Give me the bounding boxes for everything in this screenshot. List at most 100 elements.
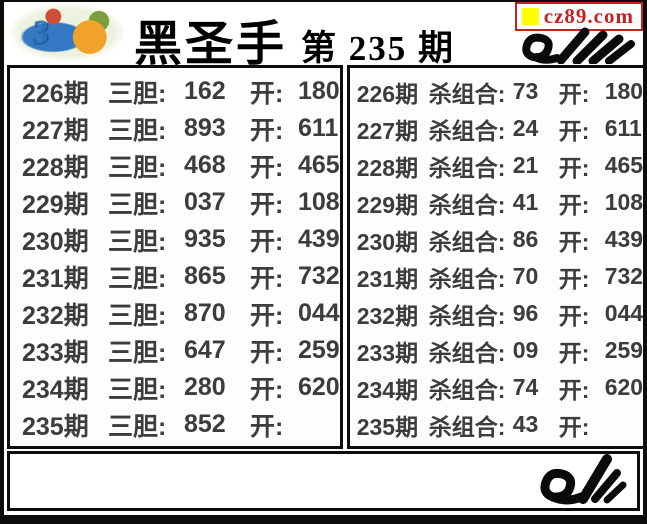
kai-value: 732 bbox=[604, 263, 644, 289]
sandan-value: 852 bbox=[184, 410, 226, 438]
table-row: 230期 杀组合: 86 开: 439 bbox=[350, 221, 643, 258]
kai-value: 108 bbox=[298, 188, 340, 216]
sandan-label: 三胆: bbox=[108, 116, 167, 145]
table-row: 234期 三胆: 280 开: 620 bbox=[10, 369, 340, 406]
sandan-label: 三胆: bbox=[108, 338, 167, 367]
shazuhe-value: 24 bbox=[512, 115, 539, 141]
period-label: 235期 bbox=[356, 413, 419, 440]
signature-icon bbox=[540, 454, 627, 505]
table-row: 226期 三胆: 162 开: 180 bbox=[10, 73, 340, 110]
kai-label: 开: bbox=[250, 79, 284, 108]
kai-label: 开: bbox=[250, 412, 284, 441]
period-label: 234期 bbox=[22, 375, 89, 404]
kai-label: 开: bbox=[250, 153, 284, 182]
table-row: 230期 三胆: 935 开: 439 bbox=[10, 221, 340, 258]
yellow-square-icon bbox=[521, 8, 539, 25]
period-label: 233期 bbox=[356, 339, 419, 366]
period-label: 232期 bbox=[356, 302, 419, 329]
shazuhe-value: 21 bbox=[512, 152, 539, 178]
kai-value: 108 bbox=[604, 189, 644, 215]
sandan-value: 647 bbox=[184, 336, 226, 364]
shazuhe-value: 70 bbox=[512, 263, 539, 289]
sandan-value: 893 bbox=[184, 114, 226, 142]
site-url: cz89.com bbox=[543, 4, 634, 28]
kai-value: 611 bbox=[298, 114, 339, 142]
period-label: 228期 bbox=[22, 153, 89, 182]
table-row: 227期 三胆: 893 开: 611 bbox=[10, 110, 340, 147]
period-label: 227期 bbox=[356, 117, 419, 144]
kai-value: 732 bbox=[298, 262, 340, 290]
kai-value: 439 bbox=[298, 225, 340, 253]
kai-value: 465 bbox=[298, 151, 340, 179]
kai-value: 620 bbox=[298, 373, 340, 401]
period-label: 226期 bbox=[22, 79, 89, 108]
period-label: 226期 bbox=[356, 80, 419, 107]
kai-label: 开: bbox=[558, 117, 590, 144]
period-label: 232期 bbox=[22, 301, 89, 330]
period-label: 227期 bbox=[22, 116, 89, 145]
kai-value: 180 bbox=[604, 78, 644, 104]
shazuhe-table: 226期 杀组合: 73 开: 180 227期 杀组合: 24 开: 611 … bbox=[346, 65, 644, 449]
sandan-value: 468 bbox=[184, 151, 226, 179]
kai-label: 开: bbox=[250, 301, 284, 330]
site-badge[interactable]: cz89.com bbox=[514, 2, 643, 31]
kai-label: 开: bbox=[558, 154, 590, 181]
period-label: 231期 bbox=[22, 264, 89, 293]
kai-value: 044 bbox=[298, 299, 340, 327]
period-label: 230期 bbox=[356, 228, 419, 255]
table-row: 235期 杀组合: 43 开: bbox=[350, 406, 643, 443]
kai-value: 180 bbox=[298, 77, 340, 105]
sandan-value: 870 bbox=[184, 299, 226, 327]
kai-label: 开: bbox=[250, 375, 284, 404]
kai-label: 开: bbox=[250, 116, 284, 145]
kai-label: 开: bbox=[558, 228, 590, 255]
shazuhe-label: 杀组合: bbox=[428, 154, 506, 181]
period-label: 231期 bbox=[356, 265, 419, 292]
kai-label: 开: bbox=[250, 338, 284, 367]
table-row: 227期 杀组合: 24 开: 611 bbox=[350, 110, 643, 147]
kai-label: 开: bbox=[558, 376, 590, 403]
sandan-value: 935 bbox=[184, 225, 226, 253]
sandan-value: 037 bbox=[184, 188, 226, 216]
table-row: 233期 三胆: 647 开: 259 bbox=[10, 332, 340, 369]
kai-value: 259 bbox=[604, 337, 644, 363]
sandan-value: 280 bbox=[184, 373, 226, 401]
table-row: 228期 杀组合: 21 开: 465 bbox=[350, 147, 643, 184]
sandan-label: 三胆: bbox=[108, 190, 167, 219]
table-row: 229期 杀组合: 41 开: 108 bbox=[350, 184, 643, 221]
kai-value: 465 bbox=[604, 152, 644, 178]
table-row: 231期 杀组合: 70 开: 732 bbox=[350, 258, 643, 295]
table-row: 232期 三胆: 870 开: 044 bbox=[10, 295, 340, 332]
shazuhe-label: 杀组合: bbox=[428, 376, 506, 403]
kai-label: 开: bbox=[558, 413, 590, 440]
kai-value: 044 bbox=[604, 300, 644, 326]
table-row: 229期 三胆: 037 开: 108 bbox=[10, 184, 340, 221]
kai-value: 439 bbox=[604, 226, 644, 252]
sandan-label: 三胆: bbox=[108, 79, 167, 108]
page-title: 黑圣手第 235 期 bbox=[134, 4, 455, 74]
table-row: 233期 杀组合: 09 开: 259 bbox=[350, 332, 643, 369]
shazuhe-value: 73 bbox=[512, 78, 539, 104]
table-row: 235期 三胆: 852 开: bbox=[10, 406, 340, 443]
sandan-label: 三胆: bbox=[108, 264, 167, 293]
table-row: 234期 杀组合: 74 开: 620 bbox=[350, 369, 643, 406]
sandan-label: 三胆: bbox=[108, 412, 167, 441]
shazuhe-label: 杀组合: bbox=[428, 191, 506, 218]
shazuhe-label: 杀组合: bbox=[428, 339, 506, 366]
period-label: 235期 bbox=[22, 412, 89, 441]
shazuhe-value: 41 bbox=[512, 189, 539, 215]
header: 3 黑圣手第 235 期 cz89.com bbox=[4, 2, 643, 71]
kai-label: 开: bbox=[558, 339, 590, 366]
shazuhe-label: 杀组合: bbox=[428, 302, 506, 329]
shazuhe-label: 杀组合: bbox=[428, 228, 506, 255]
period-label: 228期 bbox=[356, 154, 419, 181]
footer-box bbox=[7, 451, 640, 511]
kai-label: 开: bbox=[558, 265, 590, 292]
table-row: 231期 三胆: 865 开: 732 bbox=[10, 258, 340, 295]
lottery-3d-logo: 3 bbox=[10, 4, 124, 61]
kai-label: 开: bbox=[558, 80, 590, 107]
sandan-label: 三胆: bbox=[108, 227, 167, 256]
kai-label: 开: bbox=[558, 191, 590, 218]
shazuhe-value: 74 bbox=[512, 374, 539, 400]
title-issue: 第 235 期 bbox=[301, 29, 456, 68]
